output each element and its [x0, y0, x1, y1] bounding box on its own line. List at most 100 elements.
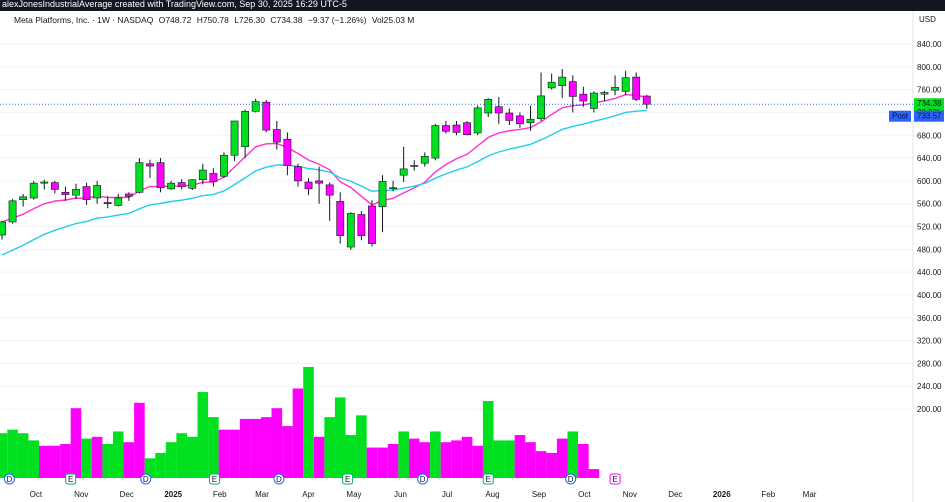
volume-bar [38, 445, 50, 478]
x-tick-label: 2026 [713, 490, 731, 499]
y-tick-label: 240.00 [917, 382, 942, 391]
volume-bar [91, 436, 103, 478]
earnings-marker-icon[interactable] [609, 473, 621, 485]
candle-body [621, 77, 630, 92]
x-tick-label: Mar [255, 490, 269, 499]
time-axis[interactable]: Oct Nov Dec 2025 Feb Mar Apr May Jun Jul Aug Sep Oct… [30, 490, 817, 499]
x-tick-label: 2025 [164, 490, 182, 499]
candle-body [442, 125, 450, 132]
volume-bar [49, 445, 61, 478]
volume-bar [155, 452, 166, 478]
candle-body [389, 187, 397, 190]
volume-bar [176, 433, 187, 478]
y-tick-label: 440.00 [917, 268, 942, 277]
earnings-marker-icon[interactable] [482, 473, 494, 485]
volume-bar [493, 440, 505, 478]
event-marker-label: D [276, 475, 282, 484]
candle-body [516, 115, 524, 125]
x-tick-label: Apr [302, 490, 315, 499]
volume-bar [356, 415, 367, 478]
volume-bar [0, 433, 8, 478]
candle-body [177, 182, 186, 187]
volume-bar [324, 417, 335, 478]
x-tick-label: Nov [74, 490, 88, 499]
candle-body [72, 189, 80, 196]
candle-body [600, 92, 609, 95]
y-tick-label: 400.00 [917, 291, 942, 300]
volume-value: Vol25.03 M [371, 15, 415, 25]
volume-bar [525, 442, 536, 478]
candle-body [220, 154, 228, 177]
y-tick-label: 520.00 [917, 223, 942, 232]
candlesticks [0, 69, 651, 250]
candle-body [114, 197, 123, 206]
post-label-badge [889, 110, 911, 122]
post-label-text: Post [892, 112, 909, 121]
price-badges: 734.38 20:23h Post 733.57 [889, 98, 944, 122]
ema-slow-line [1, 109, 647, 256]
dividend-marker-icon[interactable] [417, 473, 429, 485]
x-tick-label: Aug [485, 490, 499, 499]
volume-bar [461, 436, 473, 478]
earnings-marker-icon[interactable] [65, 473, 77, 485]
candle-body [494, 106, 503, 114]
dividend-marker-icon[interactable] [273, 473, 285, 485]
attribution-bar: alexJonesIndustrialAverage created with … [0, 0, 945, 11]
candle-body [336, 201, 345, 236]
candle-body [611, 87, 619, 91]
event-marker-label: D [143, 475, 149, 484]
candle-body [251, 101, 260, 112]
candle-body [167, 182, 176, 190]
x-tick-label: Oct [30, 490, 43, 499]
price-axis[interactable]: USD 200.00 240.00 280.00 320.00 360.00 400.00… [917, 15, 942, 414]
x-tick-label: Dec [120, 490, 134, 499]
volume-bar [60, 443, 71, 478]
volume-bar [578, 443, 589, 478]
post-price-badge [914, 110, 944, 122]
y-tick-label: 480.00 [917, 245, 942, 254]
candle-body [526, 118, 535, 124]
y-tick-label: 360.00 [917, 314, 942, 323]
y-tick-label: 560.00 [917, 200, 942, 209]
x-tick-label: Jul [442, 490, 452, 499]
candle-body [484, 99, 493, 114]
volume-bar [239, 418, 251, 478]
moving-averages [1, 93, 647, 256]
volume-bar [70, 408, 82, 478]
earnings-marker-icon[interactable] [208, 473, 220, 485]
event-marker-label: E [612, 475, 617, 484]
volume-bar [165, 442, 177, 478]
candle-body [325, 184, 334, 196]
volume-bar [345, 435, 357, 478]
candle-body [378, 181, 387, 207]
symbol-name[interactable]: Meta Platforms, Inc. · 1W · NASDAQ [14, 15, 154, 25]
volume-bar [250, 418, 261, 478]
candle-body [590, 92, 598, 109]
dividend-marker-icon[interactable] [565, 473, 577, 485]
candle-body [103, 202, 112, 204]
volume-bar [197, 392, 209, 478]
volume-bar [377, 447, 388, 478]
volume-bar [260, 417, 272, 478]
volume-bar [292, 388, 304, 478]
volume-bar [271, 408, 283, 478]
dividend-marker-icon[interactable] [3, 473, 15, 485]
low-value: L726.30 [234, 15, 265, 25]
candle-body [473, 107, 482, 134]
ema-fast-line [1, 93, 647, 223]
candle-body [262, 101, 271, 131]
candle-body [399, 168, 408, 176]
volume-bar [303, 367, 314, 478]
dividend-marker-icon[interactable] [140, 473, 152, 485]
y-tick-label: 680.00 [917, 131, 942, 140]
post-price-text: 733.57 [917, 112, 942, 121]
candle-body [568, 81, 577, 97]
volume-bar [588, 469, 600, 478]
earnings-marker-icon[interactable] [342, 473, 354, 485]
x-tick-label: Feb [213, 490, 227, 499]
volume-bar [28, 440, 40, 478]
volume-bar [430, 431, 441, 478]
candle-body [547, 81, 556, 89]
candle-body [209, 173, 218, 182]
